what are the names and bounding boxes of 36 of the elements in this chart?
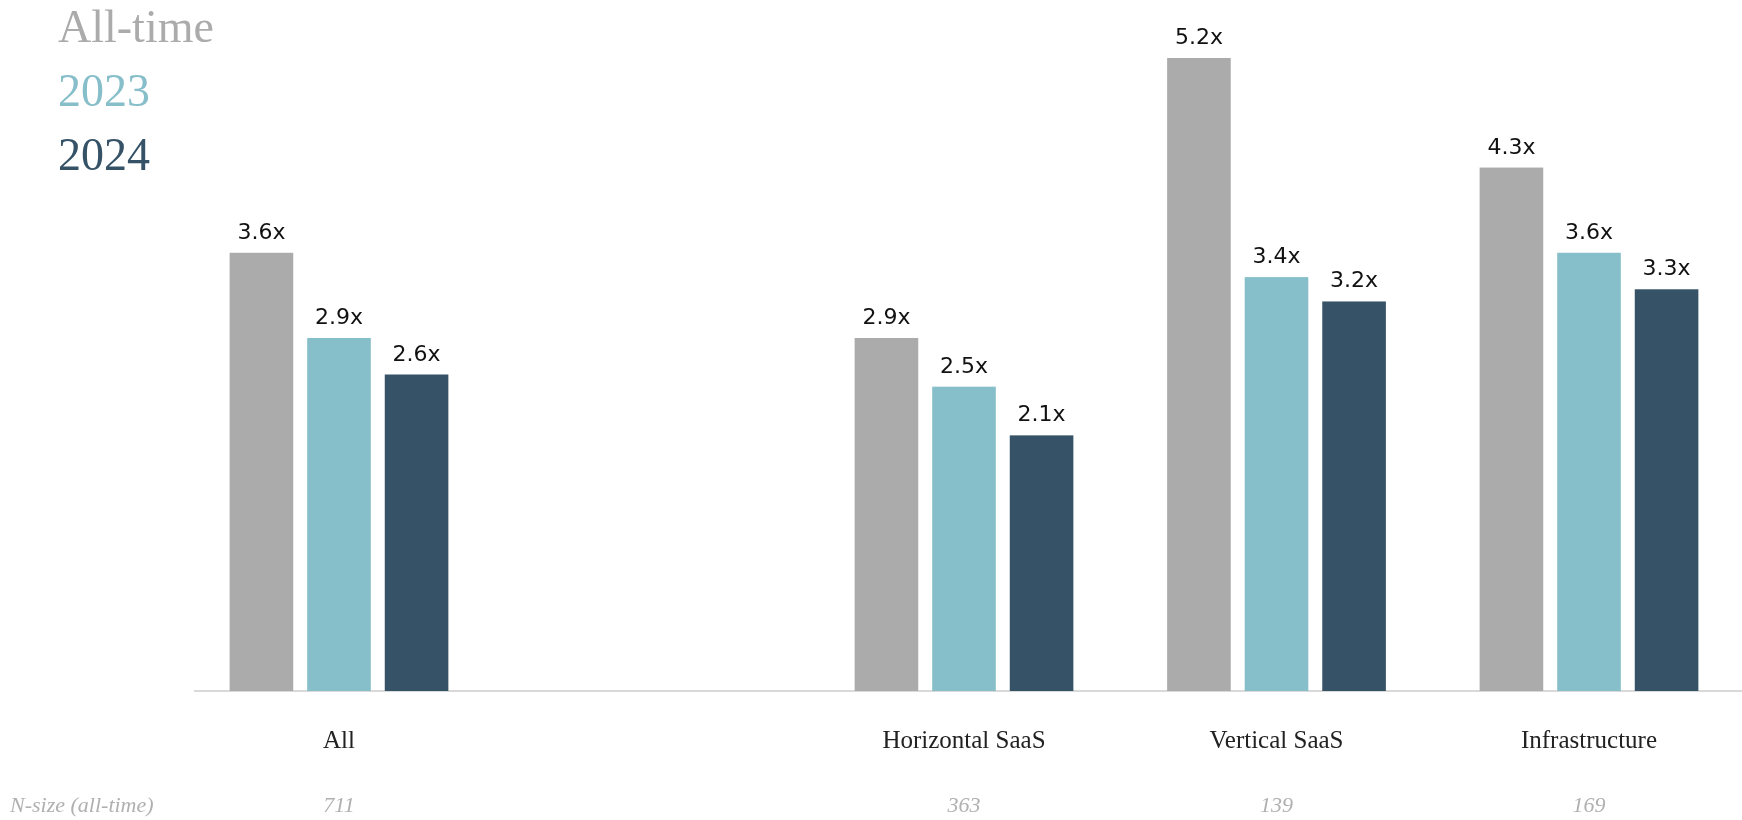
- text: 2023: [58, 64, 150, 116]
- bar: [932, 386, 996, 691]
- bar: [1244, 277, 1309, 691]
- x-tick-label: Infrastructure: [1520, 726, 1658, 753]
- bar: [854, 337, 919, 691]
- text: 2024: [58, 128, 150, 180]
- bar: [1167, 58, 1231, 691]
- bar: [384, 374, 449, 691]
- text: 139: [1260, 792, 1293, 817]
- bar: [1009, 435, 1074, 691]
- data-label: 2.5x: [939, 352, 989, 378]
- data-label: 2.9x: [862, 303, 911, 329]
- data-label: 2.1x: [1017, 401, 1066, 427]
- bar: [307, 337, 371, 691]
- data-label: 2.6x: [392, 340, 441, 366]
- text: All-time: [58, 0, 214, 52]
- bar: [229, 252, 294, 691]
- data-label: 3.2x: [1330, 267, 1379, 293]
- data-label: 3.6x: [237, 218, 286, 244]
- text: 711: [323, 792, 355, 817]
- text: 363: [946, 792, 981, 817]
- data-label: 4.3x: [1487, 133, 1536, 159]
- text: N-size (all-time): [9, 792, 154, 817]
- bar: [1322, 301, 1386, 691]
- bar: [1479, 167, 1544, 691]
- bar: [1634, 289, 1699, 691]
- data-label: 3.4x: [1252, 243, 1301, 269]
- x-tick-label: All: [323, 726, 356, 753]
- bar: [1557, 252, 1621, 691]
- data-label: 5.2x: [1174, 24, 1223, 49]
- data-label: 3.3x: [1642, 255, 1691, 281]
- data-label: 2.9x: [314, 303, 364, 329]
- data-label: 3.6x: [1564, 218, 1614, 244]
- x-tick-label: Horizontal SaaS: [882, 726, 1046, 753]
- text: 169: [1572, 792, 1606, 817]
- x-tick-label: Vertical SaaS: [1209, 726, 1344, 753]
